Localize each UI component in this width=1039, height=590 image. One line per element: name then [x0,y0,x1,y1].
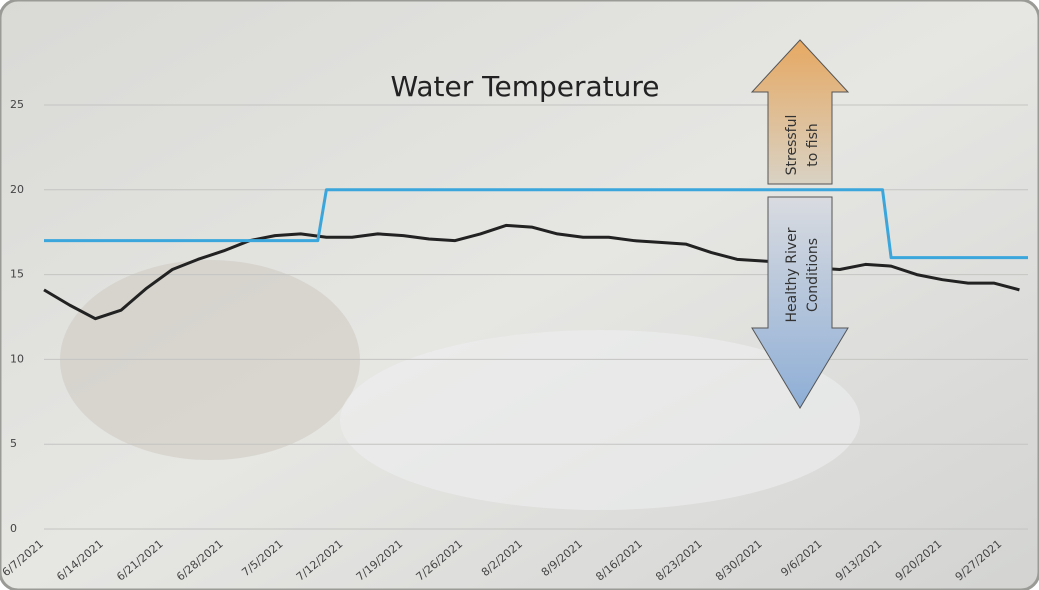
down-arrow [751,196,849,409]
ripple [340,330,860,510]
annotation: Healthy River [784,227,800,322]
y-tick-label: 10 [10,352,24,365]
chart-title: Water Temperature [390,70,659,103]
y-tick-label: 15 [10,268,24,281]
data-line [44,188,1028,260]
data-line [43,223,1020,321]
plot [43,188,1028,321]
annotation: Conditions [805,238,821,312]
y-tick-label: 5 [10,437,17,450]
annotation: to fish [805,123,821,167]
up-arrow [750,39,850,185]
y-tick-label: 0 [10,522,17,535]
annotation: Stressful [784,115,800,176]
rock [60,260,360,460]
y-tick-label: 25 [10,98,24,111]
y-tick-label: 20 [10,183,24,196]
